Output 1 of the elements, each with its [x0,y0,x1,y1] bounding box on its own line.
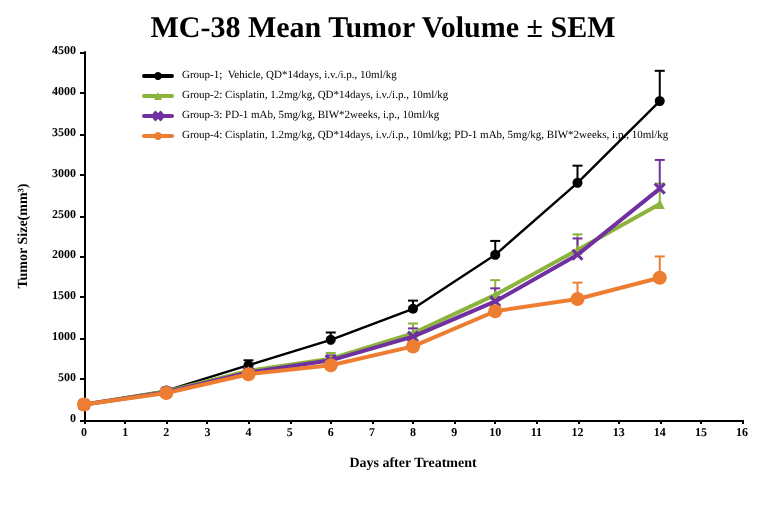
chart-title: MC-38 Mean Tumor Volume ± SEM [150,13,616,45]
